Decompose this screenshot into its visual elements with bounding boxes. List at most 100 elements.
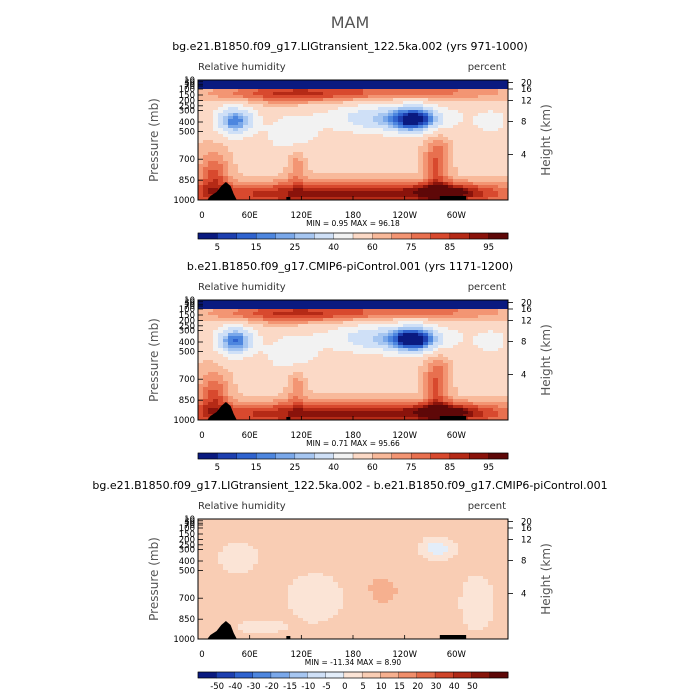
heatmap-cell bbox=[278, 330, 284, 334]
heatmap-cell bbox=[243, 125, 249, 129]
heatmap-cell bbox=[393, 333, 399, 337]
heatmap-cell bbox=[223, 80, 229, 84]
heatmap-cell bbox=[408, 306, 414, 310]
heatmap-cell bbox=[293, 324, 299, 328]
heatmap-cell bbox=[303, 339, 309, 343]
heatmap-cell bbox=[248, 354, 254, 358]
heatmap-cell bbox=[313, 98, 319, 102]
heatmap-cell bbox=[448, 342, 454, 346]
heatmap-cell bbox=[378, 369, 384, 373]
heatmap-cell bbox=[383, 315, 389, 319]
heatmap-cell bbox=[333, 321, 339, 325]
heatmap-cell bbox=[428, 140, 434, 144]
heatmap-cell bbox=[353, 95, 359, 99]
heatmap-cell bbox=[378, 95, 384, 99]
heatmap-cell bbox=[358, 110, 364, 114]
heatmap-cell bbox=[203, 137, 209, 141]
heatmap-cell bbox=[293, 348, 299, 352]
heatmap-cell bbox=[483, 86, 489, 90]
heatmap-cell bbox=[208, 89, 214, 93]
heatmap-cell bbox=[258, 152, 264, 156]
heatmap-cell bbox=[248, 152, 254, 156]
heatmap-cell bbox=[208, 182, 214, 186]
heatmap-cell bbox=[483, 98, 489, 102]
heatmap-cell bbox=[463, 113, 469, 117]
heatmap-cell bbox=[428, 318, 434, 322]
heatmap-cell bbox=[438, 110, 444, 114]
heatmap-cell bbox=[213, 92, 219, 96]
heatmap-cell bbox=[268, 411, 274, 415]
heatmap-cell bbox=[233, 342, 239, 346]
heatmap-cell bbox=[238, 411, 244, 415]
heatmap-cell bbox=[488, 92, 494, 96]
heatmap-cell bbox=[378, 339, 384, 343]
heatmap-cell bbox=[263, 92, 269, 96]
heatmap-cell bbox=[423, 116, 429, 120]
heatmap-cell bbox=[378, 152, 384, 156]
heatmap-cell bbox=[343, 348, 349, 352]
heatmap-cell bbox=[213, 170, 219, 174]
heatmap-cell bbox=[438, 116, 444, 120]
heatmap-cell bbox=[423, 396, 429, 400]
heatmap-cell bbox=[203, 387, 209, 391]
heatmap-cell bbox=[288, 116, 294, 120]
heatmap-cell bbox=[363, 86, 369, 90]
heatmap-cell bbox=[418, 345, 424, 349]
heatmap-cell bbox=[293, 152, 299, 156]
heatmap-cell bbox=[438, 125, 444, 129]
heatmap-cell bbox=[283, 188, 289, 192]
heatmap-cell bbox=[433, 176, 439, 180]
heatmap-cell bbox=[198, 321, 204, 325]
heatmap-cell bbox=[203, 417, 209, 421]
heatmap-cell bbox=[428, 357, 434, 361]
heatmap-cell bbox=[418, 387, 424, 391]
heatmap-cell bbox=[403, 324, 409, 328]
heatmap-cell bbox=[428, 315, 434, 319]
heatmap-cell bbox=[448, 324, 454, 328]
heatmap-cell bbox=[198, 393, 204, 397]
heatmap-cell bbox=[293, 110, 299, 114]
heatmap-cell bbox=[378, 399, 384, 403]
heatmap-cell bbox=[233, 381, 239, 385]
heatmap-cell bbox=[343, 384, 349, 388]
heatmap-cell bbox=[248, 185, 254, 189]
heatmap-cell bbox=[473, 125, 479, 129]
heatmap-cell bbox=[443, 315, 449, 319]
heatmap-cell bbox=[408, 116, 414, 120]
heatmap-cell bbox=[398, 188, 404, 192]
heatmap-cell bbox=[493, 414, 499, 418]
heatmap-cell bbox=[468, 369, 474, 373]
heatmap-cell bbox=[323, 86, 329, 90]
heatmap-cell bbox=[448, 170, 454, 174]
heatmap-cell bbox=[203, 194, 209, 198]
heatmap-cell bbox=[238, 191, 244, 195]
heatmap-cell bbox=[233, 95, 239, 99]
heatmap-cell bbox=[363, 336, 369, 340]
heatmap-cell bbox=[473, 375, 479, 379]
heatmap-cell bbox=[403, 369, 409, 373]
heatmap-cell bbox=[293, 188, 299, 192]
heatmap-cell bbox=[498, 137, 504, 141]
heatmap-cell bbox=[423, 408, 429, 412]
heatmap-cell bbox=[373, 158, 379, 162]
heatmap-cell bbox=[358, 128, 364, 132]
heatmap-cell bbox=[283, 164, 289, 168]
heatmap-cell bbox=[463, 348, 469, 352]
heatmap-cell bbox=[453, 411, 459, 415]
heatmap-cell bbox=[453, 113, 459, 117]
heatmap-cell bbox=[488, 107, 494, 111]
heatmap-cell bbox=[313, 170, 319, 174]
heatmap-cell bbox=[248, 149, 254, 153]
units-label: percent bbox=[468, 62, 506, 73]
heatmap-cell bbox=[238, 80, 244, 84]
heatmap-cell bbox=[373, 402, 379, 406]
heatmap-cell bbox=[208, 324, 214, 328]
heatmap-cell bbox=[353, 107, 359, 111]
heatmap-cell bbox=[428, 387, 434, 391]
heatmap-cell bbox=[228, 107, 234, 111]
heatmap-cell bbox=[318, 387, 324, 391]
heatmap-cell bbox=[428, 306, 434, 310]
heatmap-cell bbox=[428, 336, 434, 340]
heatmap-cell bbox=[408, 152, 414, 156]
heatmap-cell bbox=[343, 369, 349, 373]
